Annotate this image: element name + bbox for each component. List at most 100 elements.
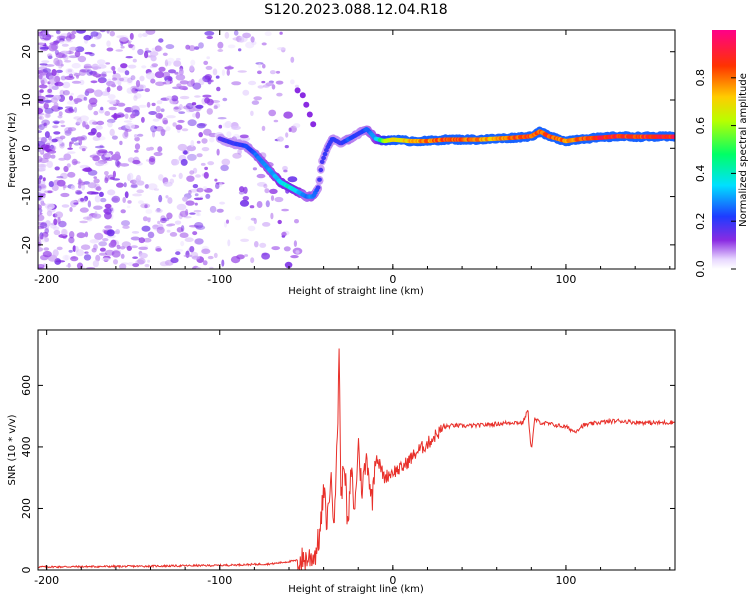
noise-point (107, 94, 116, 100)
noise-point (293, 240, 297, 248)
noise-point (186, 102, 194, 110)
noise-point (138, 246, 149, 250)
noise-point (53, 131, 61, 135)
noise-point (144, 51, 149, 59)
noise-point (67, 151, 76, 154)
noise-point (87, 200, 92, 208)
y-tick-label: 600 (20, 375, 33, 396)
noise-point (145, 209, 153, 214)
noise-point (66, 100, 76, 105)
noise-point (156, 100, 163, 105)
noise-point (222, 122, 231, 129)
noise-point (165, 44, 175, 50)
noise-point (75, 136, 85, 141)
noise-point (151, 102, 156, 107)
noise-point (154, 71, 165, 79)
noise-point (197, 212, 201, 217)
noise-point (275, 70, 281, 74)
noise-point (125, 122, 135, 130)
noise-point (190, 59, 196, 66)
noise-point (162, 52, 168, 56)
noise-point (42, 177, 46, 182)
noise-point (90, 43, 96, 48)
noise-point (42, 30, 50, 35)
noise-point (201, 147, 210, 152)
noise-point (60, 124, 66, 128)
noise-point (147, 231, 155, 239)
noise-point (146, 147, 152, 152)
noise-point (101, 71, 107, 77)
noise-point (129, 179, 137, 184)
noise-point (270, 212, 274, 220)
noise-point (144, 184, 150, 189)
noise-point (54, 211, 64, 219)
noise-point (111, 114, 121, 119)
noise-point (67, 147, 73, 150)
noise-point (113, 259, 118, 265)
noise-point (216, 148, 220, 156)
noise-point (52, 125, 59, 129)
noise-point (44, 131, 50, 139)
noise-point (60, 50, 70, 54)
noise-point (154, 45, 162, 52)
ridge-core (322, 151, 328, 157)
noise-point (61, 54, 67, 58)
noise-point (64, 126, 73, 134)
noise-point (154, 126, 158, 129)
noise-point (62, 90, 70, 96)
noise-point (206, 35, 213, 40)
noise-point (43, 247, 50, 251)
noise-point (176, 227, 184, 233)
noise-point (108, 242, 116, 248)
noise-point (179, 95, 190, 100)
noise-point (60, 75, 67, 81)
noise-point (198, 42, 204, 49)
noise-point (137, 200, 144, 205)
noise-point (201, 248, 211, 255)
bottom-plot-frame (37, 329, 676, 571)
noise-point (100, 106, 104, 111)
noise-point (63, 184, 67, 189)
noise-point (38, 137, 46, 140)
colorbar: 0.0 0.2 0.4 0.6 0.8 Normalized spectral ampl… (694, 30, 749, 278)
noise-point (156, 46, 163, 52)
x-tick-label: -200 (34, 273, 59, 286)
noise-point (68, 107, 74, 112)
noise-point (38, 42, 46, 46)
noise-point (142, 32, 148, 38)
noise-point (78, 138, 83, 146)
noise-point (38, 236, 41, 244)
noise-point (82, 69, 87, 73)
noise-point (44, 203, 55, 210)
noise-point (209, 205, 217, 213)
noise-point (242, 32, 252, 39)
noise-point (111, 195, 121, 203)
noise-point (178, 111, 186, 114)
noise-point (52, 120, 60, 124)
noise-point (212, 68, 218, 76)
noise-point (68, 73, 74, 78)
noise-point (221, 259, 225, 267)
noise-point (69, 231, 75, 239)
noise-point (188, 190, 192, 195)
noise-point (94, 195, 101, 203)
noise-point (170, 257, 179, 264)
noise-point (154, 188, 159, 191)
noise-point (52, 249, 59, 257)
noise-point (195, 174, 201, 178)
noise-point (120, 45, 125, 49)
noise-point (201, 138, 208, 144)
noise-point (281, 231, 287, 237)
noise-point (290, 79, 295, 85)
noise-point (38, 185, 42, 192)
noise-point (63, 165, 69, 173)
noise-point (204, 166, 209, 171)
noise-point (63, 54, 69, 61)
noise-point (276, 92, 283, 97)
noise-point (130, 75, 136, 81)
noise-point (84, 231, 89, 238)
noise-point (271, 246, 281, 251)
noise-point (40, 79, 45, 86)
colorbar-tick-label: 0.4 (694, 165, 707, 183)
noise-point (166, 57, 175, 64)
